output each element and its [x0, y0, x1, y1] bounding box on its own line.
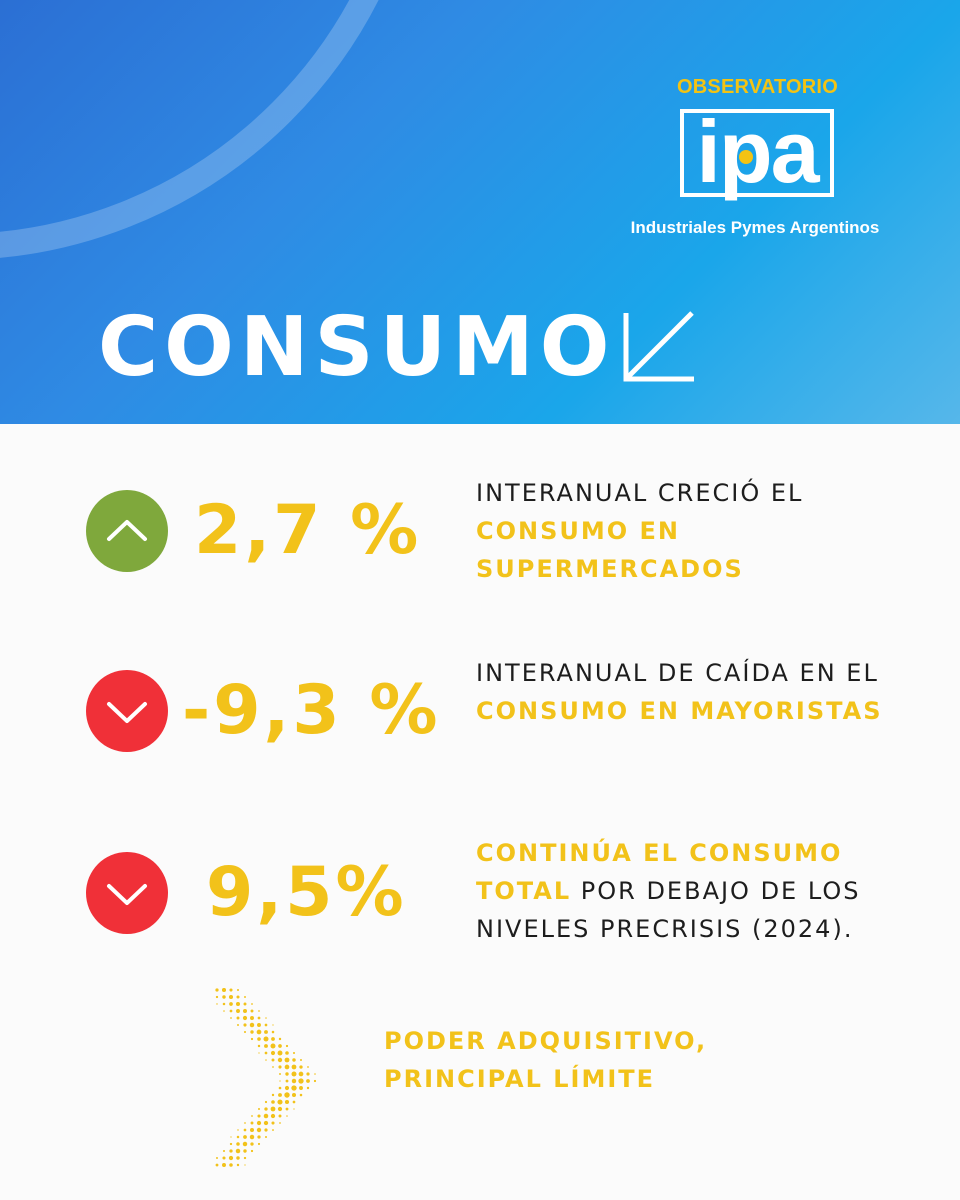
logo-dot: [739, 150, 753, 164]
stat-description: INTERANUAL CRECIÓ EL CONSUMO EN SUPERMER…: [476, 474, 936, 588]
dotted-chevron-right-icon: [215, 988, 317, 1167]
stat-highlight: CONSUMO EN SUPERMERCADOS: [476, 517, 744, 583]
logo-box: ipa: [680, 102, 834, 201]
logo-subtitle: Industriales Pymes Argentinos: [630, 218, 880, 237]
stat-text: INTERANUAL CRECIÓ EL: [476, 479, 804, 507]
stat-value: -9,3 %: [182, 671, 441, 750]
page-title: CONSUMO: [98, 300, 616, 395]
trend-up-badge: [86, 490, 168, 572]
stat-highlight: CONTINÚA EL CONSUMO TOTAL: [476, 839, 843, 905]
stat-value: 2,7 %: [194, 491, 422, 570]
stat-highlight: CONSUMO EN MAYORISTAS: [476, 697, 883, 725]
stat-description: INTERANUAL DE CAÍDA EN EL CONSUMO EN MAY…: [476, 654, 936, 730]
chevron-down-icon: [107, 884, 147, 905]
chevron-down-icon: [107, 702, 147, 723]
stat-text-end: POR DEBAJO DE LOS NIVELES PRECRISIS (202…: [476, 877, 861, 943]
trend-down-badge: [86, 852, 168, 934]
decorative-arc: [0, 0, 430, 260]
ipa-logo: OBSERVATORIO ipa Industriales Pymes Arge…: [630, 76, 880, 241]
trend-down-badge: [86, 670, 168, 752]
footer-headline: PODER ADQUISITIVO, PRINCIPAL LÍMITE: [384, 1027, 708, 1093]
stat-text: INTERANUAL DE CAÍDA EN EL: [476, 659, 879, 687]
arrow-down-left-icon: [623, 311, 694, 382]
header-banner: OBSERVATORIO ipa Industriales Pymes Arge…: [0, 0, 960, 424]
logo-top-text: OBSERVATORIO: [677, 76, 838, 98]
stat-description: CONTINÚA EL CONSUMO TOTAL POR DEBAJO DE …: [476, 834, 936, 948]
stat-value: 9,5%: [206, 853, 407, 932]
chevron-up-icon: [107, 520, 147, 541]
logo-letters: ipa: [696, 102, 819, 201]
